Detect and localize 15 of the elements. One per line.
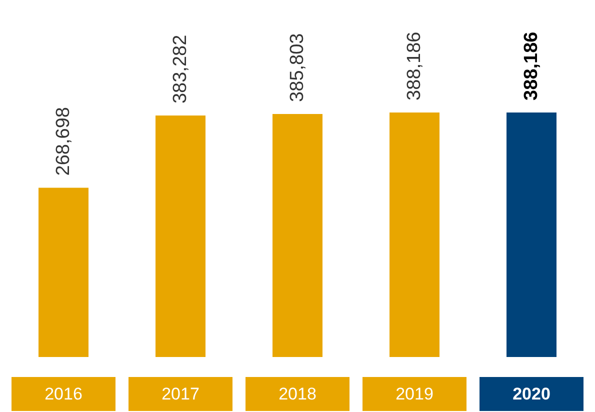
bar: [38, 188, 88, 357]
x-tick-label: 2020: [512, 384, 550, 404]
x-tick-label: 2017: [162, 384, 200, 404]
bar: [390, 112, 440, 357]
x-tick-label: 2018: [278, 384, 316, 404]
data-label: 383,282: [170, 34, 191, 104]
data-label: 388,186: [521, 32, 542, 100]
bar: [506, 112, 556, 357]
data-label: 268,698: [53, 107, 74, 176]
data-label: 385,803: [287, 33, 308, 102]
data-label: 388,186: [404, 32, 425, 100]
x-tick-label: 2016: [44, 384, 82, 404]
bar: [272, 114, 322, 357]
x-tick-label: 2019: [396, 384, 434, 404]
bar: [156, 116, 206, 357]
